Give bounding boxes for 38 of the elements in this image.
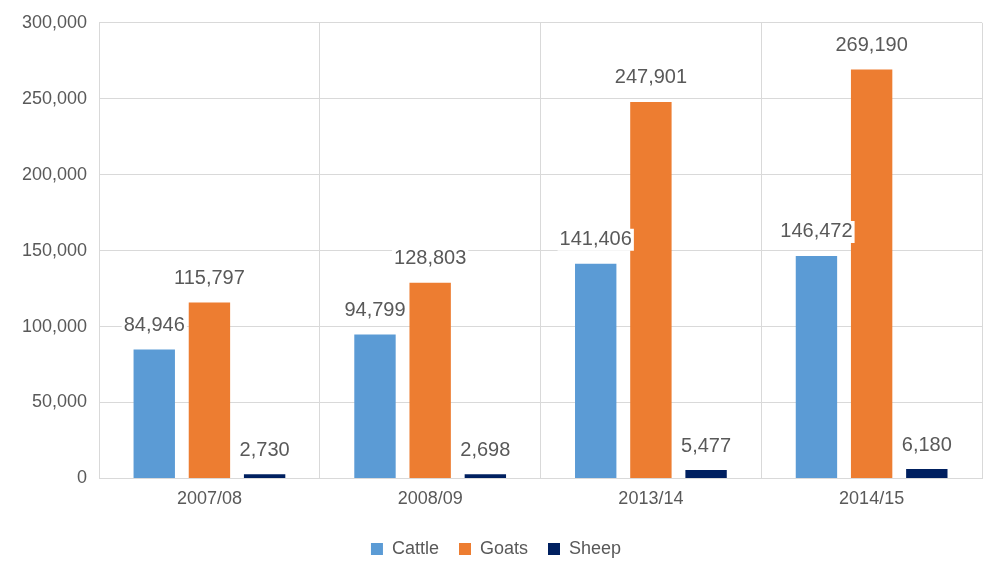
y-tick-label: 300,000	[21, 11, 88, 32]
y-tick-label: 50,000	[32, 391, 88, 412]
data-label: 269,190	[835, 33, 908, 56]
x-tick-label: 2014/15	[839, 488, 905, 509]
y-tick-label: 150,000	[21, 239, 88, 260]
bar	[630, 101, 672, 478]
data-label: 94,799	[344, 297, 406, 320]
x-tick-label: 2007/08	[176, 488, 242, 509]
bar	[133, 349, 175, 478]
bar	[243, 474, 286, 478]
y-tick-label: 250,000	[21, 87, 88, 108]
bar	[685, 470, 727, 478]
legend-label: Sheep	[569, 537, 622, 558]
data-label: 146,472	[780, 219, 853, 242]
legend-label: Goats	[479, 537, 529, 558]
bar	[354, 334, 396, 478]
data-label: 141,406	[559, 227, 632, 250]
data-label: 84,946	[123, 312, 185, 335]
bar	[409, 282, 451, 478]
bar	[575, 263, 617, 478]
bar	[850, 69, 893, 478]
data-label: 5,477	[681, 433, 732, 456]
bar	[906, 469, 948, 478]
bar	[464, 474, 507, 478]
y-tick-label: 200,000	[21, 163, 88, 184]
data-label: 2,730	[239, 437, 290, 460]
legend-label: Cattle	[391, 537, 439, 558]
x-tick-label: 2013/14	[618, 488, 684, 509]
data-label: 2,698	[460, 437, 511, 460]
y-tick-label: 100,000	[21, 315, 88, 336]
bar	[188, 302, 231, 478]
x-tick-label: 2008/09	[397, 488, 463, 509]
data-label: 115,797	[174, 266, 245, 289]
data-label: 247,901	[614, 65, 688, 88]
y-tick-label: 0	[77, 467, 88, 488]
data-label: 6,180	[901, 432, 952, 455]
data-label: 128,803	[394, 246, 467, 269]
bar	[795, 255, 838, 478]
